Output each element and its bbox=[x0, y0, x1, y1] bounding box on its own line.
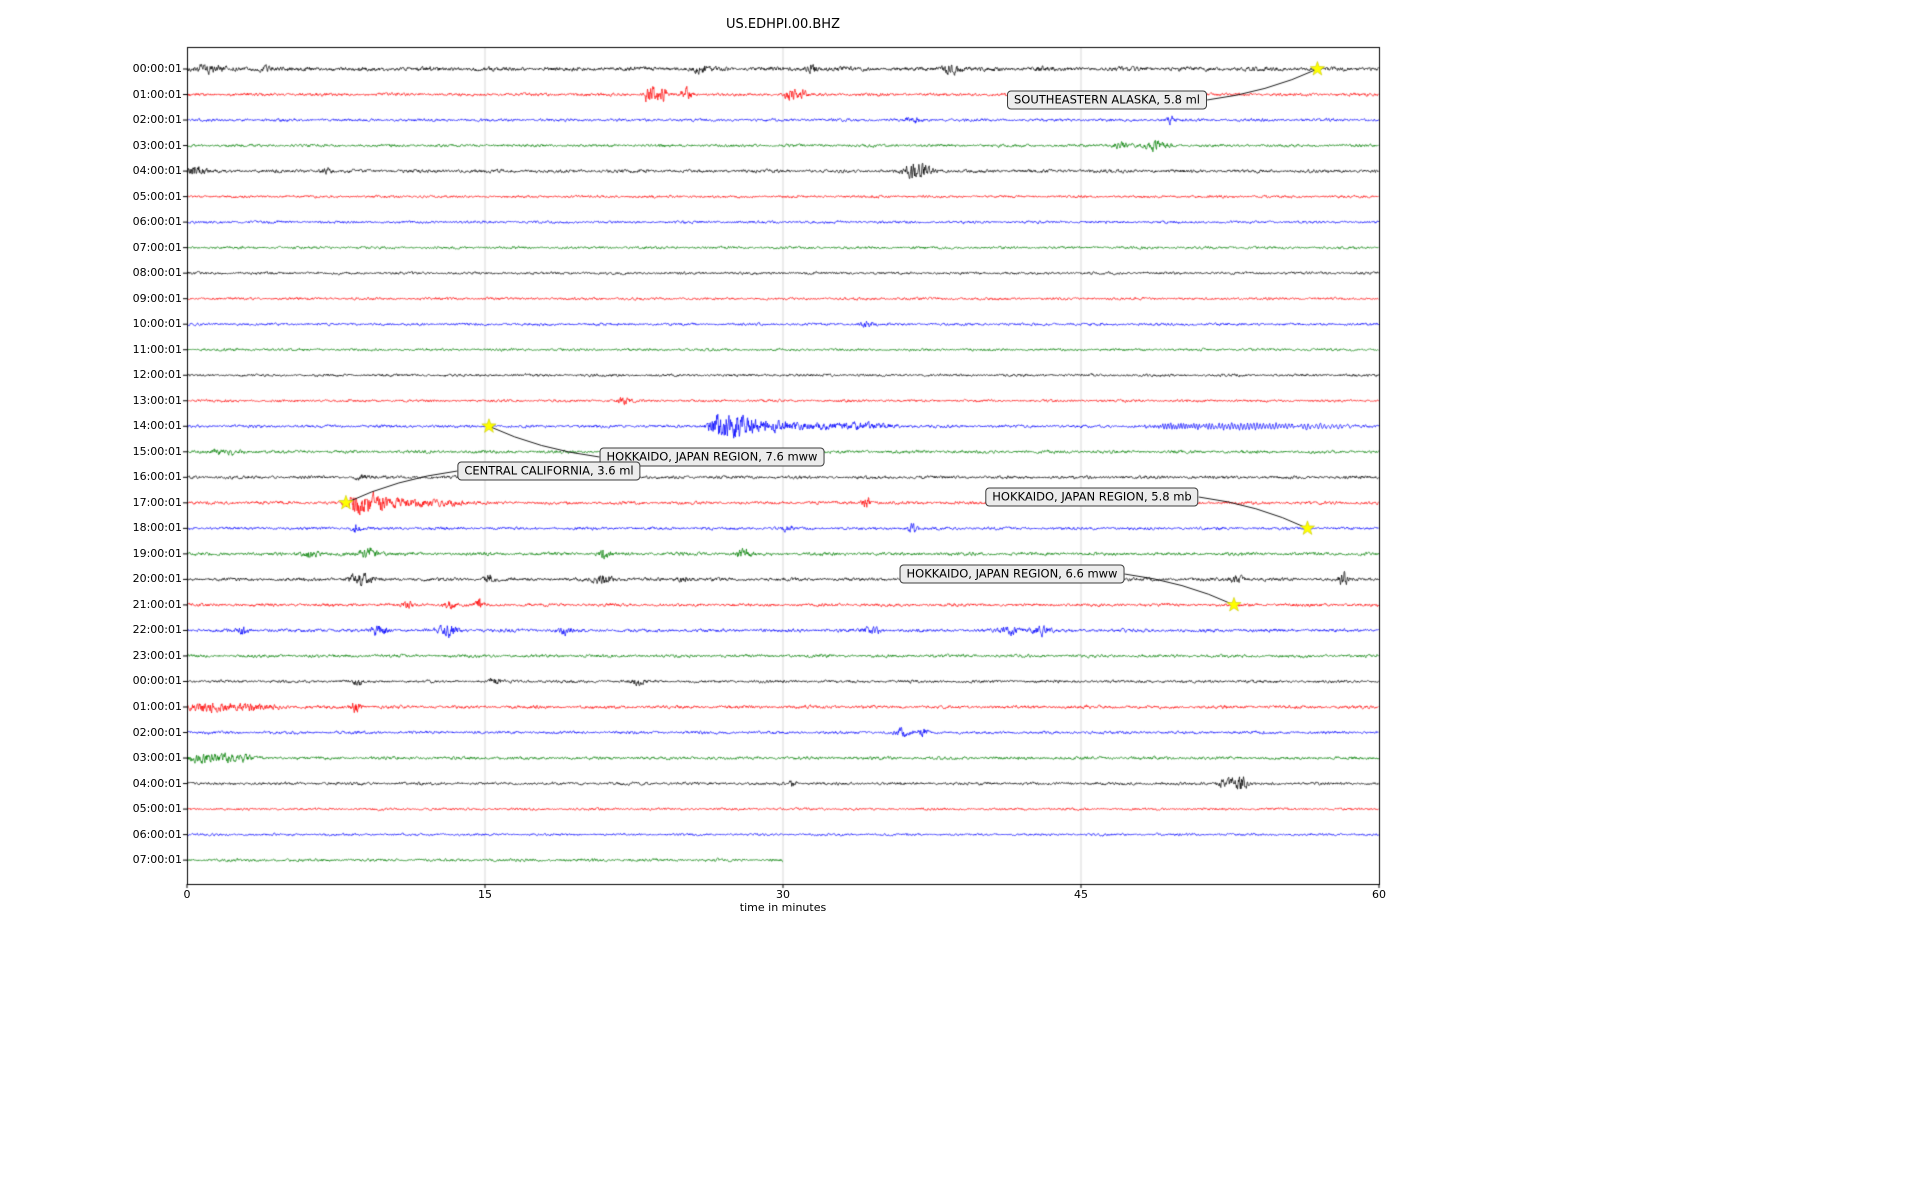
y-tick-label: 08:00:01 bbox=[132, 266, 182, 280]
y-tick-label: 20:00:01 bbox=[132, 572, 182, 586]
event-label: HOKKAIDO, JAPAN REGION, 7.6 mww bbox=[599, 447, 825, 467]
event-label: SOUTHEASTERN ALASKA, 5.8 ml bbox=[1007, 90, 1207, 110]
y-tick-label: 21:00:01 bbox=[132, 597, 182, 611]
y-tick-label: 07:00:01 bbox=[132, 240, 182, 254]
y-tick-label: 01:00:01 bbox=[132, 700, 182, 713]
y-tick-label: 18:00:01 bbox=[132, 521, 182, 535]
y-tick-label: 14:00:01 bbox=[132, 419, 182, 433]
y-tick-label: 07:00:01 bbox=[132, 853, 182, 867]
y-tick-label: 00:00:01 bbox=[132, 62, 182, 75]
y-tick-label: 17:00:01 bbox=[132, 495, 182, 509]
y-tick-label: 09:00:01 bbox=[132, 291, 182, 305]
y-tick-label: 23:00:01 bbox=[132, 648, 182, 662]
x-tick-label: 15 bbox=[478, 888, 492, 901]
y-tick-label: 10:00:01 bbox=[132, 317, 182, 331]
y-tick-label: 02:00:01 bbox=[132, 725, 182, 739]
y-tick-label: 00:00:01 bbox=[132, 674, 182, 688]
y-tick-label: 04:00:01 bbox=[132, 164, 182, 178]
x-tick-label: 60 bbox=[1372, 888, 1386, 901]
y-tick-label: 19:00:01 bbox=[132, 546, 182, 560]
y-tick-label: 22:00:01 bbox=[132, 623, 182, 637]
y-tick-label: 03:00:01 bbox=[132, 138, 182, 152]
y-tick-label: 04:00:01 bbox=[132, 776, 182, 790]
x-tick-label: 30 bbox=[776, 888, 790, 901]
y-tick-label: 13:00:01 bbox=[132, 393, 182, 407]
event-label: HOKKAIDO, JAPAN REGION, 6.6 mww bbox=[899, 564, 1125, 584]
event-label: CENTRAL CALIFORNIA, 3.6 ml bbox=[457, 461, 641, 481]
y-tick-label: 01:00:01 bbox=[132, 87, 182, 101]
y-tick-label: 11:00:01 bbox=[132, 342, 182, 356]
y-tick-label: 06:00:01 bbox=[132, 215, 182, 229]
x-axis-title: time in minutes bbox=[739, 901, 827, 914]
y-tick-label: 02:00:01 bbox=[132, 113, 182, 127]
y-tick-label: 05:00:01 bbox=[132, 189, 182, 203]
y-tick-label: 12:00:01 bbox=[132, 368, 182, 382]
x-tick-label: 0 bbox=[183, 888, 191, 901]
y-tick-label: 03:00:01 bbox=[132, 751, 182, 765]
plot-title: US.EDHPI.00.BHZ bbox=[726, 17, 840, 32]
event-label: HOKKAIDO, JAPAN REGION, 5.8 mb bbox=[985, 487, 1199, 507]
y-tick-label: 15:00:01 bbox=[132, 444, 182, 458]
y-tick-label: 16:00:01 bbox=[132, 470, 182, 484]
x-tick-label: 45 bbox=[1074, 888, 1088, 901]
y-tick-label: 05:00:01 bbox=[132, 802, 182, 816]
y-tick-label: 06:00:01 bbox=[132, 827, 182, 841]
